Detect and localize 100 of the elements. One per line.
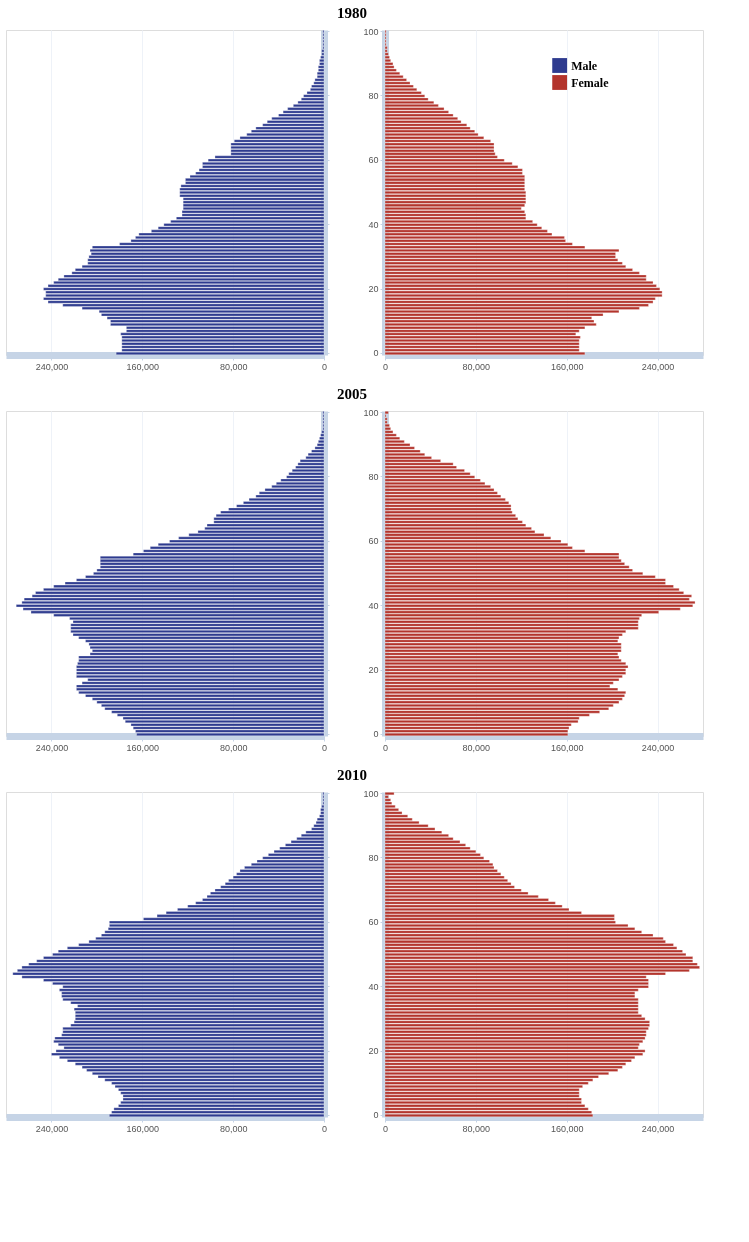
bar bbox=[384, 300, 654, 304]
bar bbox=[384, 850, 477, 853]
bar bbox=[183, 200, 325, 204]
bar bbox=[384, 853, 481, 857]
bar bbox=[384, 720, 579, 723]
bar bbox=[384, 65, 395, 69]
bar bbox=[73, 1020, 325, 1024]
bar bbox=[321, 805, 325, 808]
bar bbox=[384, 55, 390, 59]
bar bbox=[384, 1081, 589, 1085]
bar bbox=[282, 110, 325, 114]
bar bbox=[384, 178, 525, 182]
bar bbox=[384, 1107, 589, 1111]
x-tick-label: 240,000 bbox=[641, 361, 675, 372]
x-tick-label: 160,000 bbox=[550, 742, 584, 753]
bar bbox=[54, 1036, 325, 1040]
bar bbox=[384, 75, 404, 79]
bar bbox=[384, 113, 454, 117]
bar bbox=[384, 420, 388, 424]
bar bbox=[384, 49, 388, 53]
bar bbox=[384, 991, 636, 995]
bar bbox=[295, 465, 325, 469]
bar bbox=[384, 284, 657, 288]
bar bbox=[307, 453, 325, 456]
bar bbox=[384, 488, 495, 492]
bar bbox=[318, 68, 325, 72]
bar bbox=[384, 168, 523, 172]
bar bbox=[384, 623, 639, 627]
bar bbox=[120, 332, 325, 336]
bar bbox=[384, 1017, 646, 1021]
x-tick-label: 0 bbox=[382, 361, 389, 372]
bar bbox=[384, 287, 660, 291]
bar bbox=[384, 129, 475, 133]
bar bbox=[384, 491, 498, 495]
bar bbox=[104, 930, 325, 934]
bar bbox=[55, 1049, 325, 1053]
bar bbox=[384, 655, 620, 659]
y-tick-label: 80 bbox=[368, 852, 379, 863]
bar bbox=[384, 1088, 580, 1092]
bar bbox=[384, 146, 495, 149]
bar bbox=[384, 139, 491, 143]
bar bbox=[384, 430, 394, 434]
bar bbox=[75, 268, 325, 272]
bar bbox=[384, 879, 508, 882]
bar bbox=[43, 287, 325, 291]
bar bbox=[384, 1049, 646, 1053]
bar bbox=[384, 342, 580, 346]
bar bbox=[70, 623, 325, 627]
bar bbox=[384, 949, 683, 953]
bar bbox=[384, 805, 396, 808]
bar bbox=[234, 139, 325, 143]
bar bbox=[384, 636, 620, 640]
bar bbox=[384, 552, 620, 556]
bar bbox=[384, 859, 490, 863]
bar bbox=[318, 440, 325, 443]
bar bbox=[384, 937, 664, 940]
x-tick-label: 0 bbox=[321, 1123, 328, 1134]
bar bbox=[384, 620, 639, 624]
bar bbox=[384, 449, 421, 453]
bar bbox=[384, 123, 467, 127]
bar bbox=[179, 187, 325, 191]
bar bbox=[384, 252, 616, 256]
bar bbox=[206, 895, 325, 898]
bar bbox=[384, 801, 392, 805]
chart-title: 2010 bbox=[336, 767, 367, 784]
bar bbox=[384, 1043, 640, 1047]
bar bbox=[70, 630, 325, 633]
bar bbox=[384, 1011, 639, 1014]
bar bbox=[384, 565, 630, 569]
bar bbox=[384, 798, 391, 802]
bar bbox=[297, 100, 325, 104]
bar bbox=[384, 1059, 632, 1063]
bar bbox=[384, 1104, 586, 1108]
legend-label: Male bbox=[571, 58, 598, 73]
x-tick-label: 240,000 bbox=[35, 1123, 69, 1134]
bar bbox=[384, 274, 647, 278]
bar bbox=[384, 639, 618, 643]
bar bbox=[384, 72, 400, 75]
bar bbox=[120, 1091, 325, 1095]
bar bbox=[88, 255, 325, 259]
bar bbox=[384, 1001, 639, 1005]
bar bbox=[136, 733, 325, 736]
x-tick-label: 80,000 bbox=[219, 361, 248, 372]
bar bbox=[213, 517, 325, 521]
x-tick-label: 80,000 bbox=[462, 742, 491, 753]
bar bbox=[109, 924, 325, 927]
bar bbox=[384, 181, 525, 185]
bar bbox=[384, 601, 696, 604]
bar bbox=[301, 97, 325, 101]
y-tick-label: 60 bbox=[368, 155, 379, 166]
bar bbox=[384, 339, 580, 342]
bar bbox=[120, 1101, 325, 1104]
bar bbox=[384, 869, 498, 873]
bar bbox=[384, 517, 519, 521]
bar bbox=[384, 194, 526, 198]
bar bbox=[384, 507, 512, 511]
x-tick-label: 80,000 bbox=[219, 1123, 248, 1134]
y-tick-label: 20 bbox=[368, 1046, 379, 1057]
x-tick-label: 240,000 bbox=[641, 1123, 675, 1134]
bar bbox=[300, 459, 325, 463]
